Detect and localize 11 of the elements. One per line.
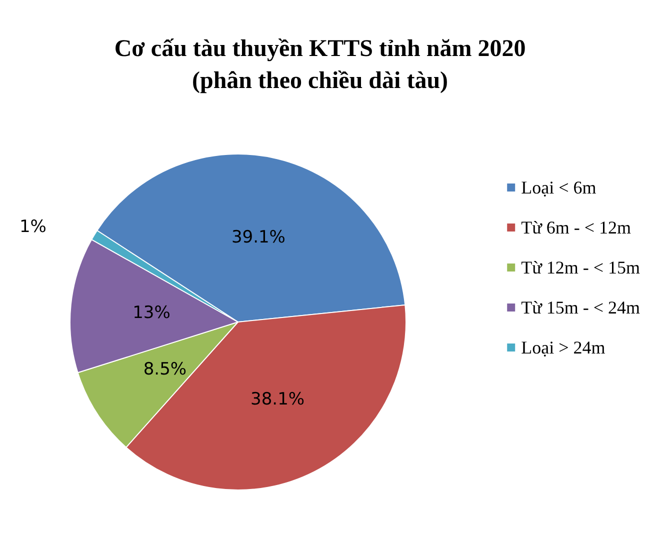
legend-label: Từ 6m - < 12m <box>521 218 632 238</box>
legend-label: Loại < 6m <box>521 178 596 198</box>
data-label: 13% <box>132 303 170 324</box>
data-label: 39.1% <box>231 227 286 248</box>
legend-label: Loại > 24m <box>521 338 606 358</box>
chart-title: Cơ cấu tàu thuyền KTTS tỉnh năm 2020 (phân theo chiều dài tàu) <box>114 36 526 94</box>
data-label: 38.1% <box>250 389 305 410</box>
data-label: 1% <box>19 217 46 238</box>
data-label: 8.5% <box>143 359 187 380</box>
legend-label: Từ 15m - < 24m <box>521 298 640 318</box>
legend-label: Từ 12m - < 15m <box>521 258 640 278</box>
